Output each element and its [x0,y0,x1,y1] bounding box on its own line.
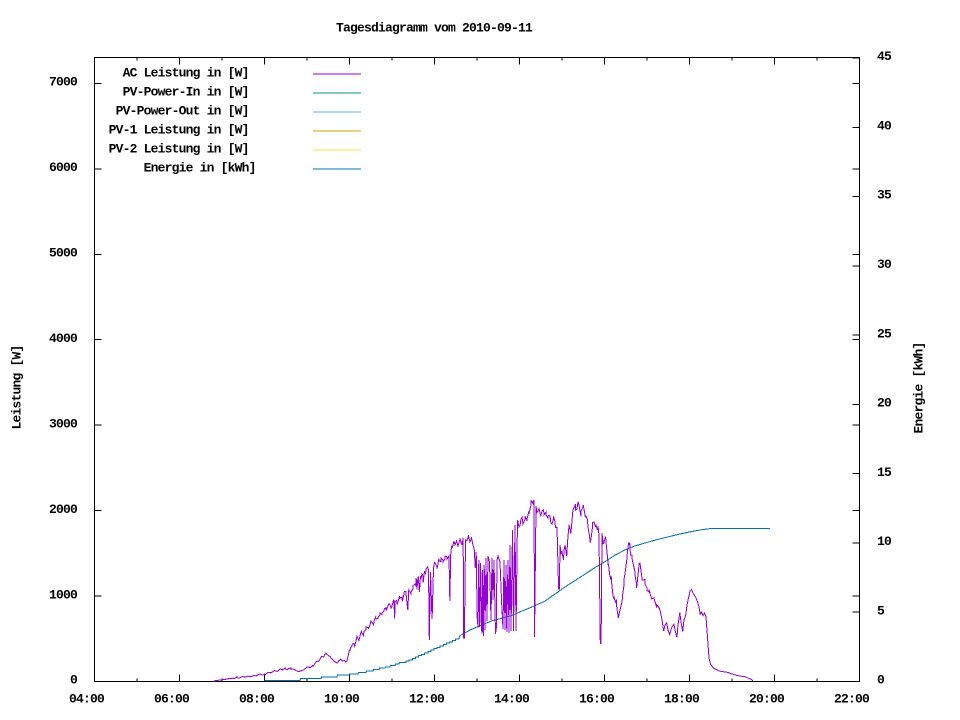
svg-text:PV-1 Leistung in [W]: PV-1 Leistung in [W] [109,122,249,137]
svg-text:3000: 3000 [49,416,78,431]
svg-text:7000: 7000 [49,75,78,90]
svg-text:22:00: 22:00 [834,692,870,707]
svg-text:10:00: 10:00 [324,692,360,707]
svg-text:04:00: 04:00 [69,692,105,707]
svg-text:10: 10 [877,534,892,549]
svg-text:PV-Power-In in [W]: PV-Power-In in [W] [123,84,249,99]
svg-text:14:00: 14:00 [494,692,530,707]
svg-text:15: 15 [877,465,892,480]
svg-text:20:00: 20:00 [749,692,785,707]
svg-text:4000: 4000 [49,331,78,346]
svg-text:Leistung [W]: Leistung [W] [10,345,25,429]
svg-text:2000: 2000 [49,502,78,517]
svg-text:AC Leistung in [W]: AC Leistung in [W] [123,65,249,80]
svg-text:PV-Power-Out in [W]: PV-Power-Out in [W] [116,103,249,118]
svg-text:1000: 1000 [49,587,78,602]
svg-text:45: 45 [877,49,892,64]
svg-text:06:00: 06:00 [154,692,190,707]
svg-text:5000: 5000 [49,246,78,261]
svg-text:Energie in [kWh]: Energie in [kWh] [144,161,256,176]
svg-text:PV-2 Leistung in [W]: PV-2 Leistung in [W] [109,141,249,156]
svg-text:08:00: 08:00 [239,692,275,707]
svg-text:25: 25 [877,326,892,341]
svg-text:0: 0 [70,673,78,688]
svg-text:20: 20 [877,396,892,411]
svg-text:Tagesdiagramm vom 2010-09-11: Tagesdiagramm vom 2010-09-11 [336,21,533,36]
svg-text:30: 30 [877,257,892,272]
svg-text:5: 5 [877,603,885,618]
svg-text:16:00: 16:00 [579,692,615,707]
svg-text:Energie [kWh]: Energie [kWh] [912,342,927,433]
svg-text:6000: 6000 [49,160,78,175]
svg-text:18:00: 18:00 [664,692,700,707]
svg-text:12:00: 12:00 [409,692,445,707]
svg-text:0: 0 [877,673,885,688]
svg-text:40: 40 [877,118,892,133]
svg-text:35: 35 [877,188,892,203]
